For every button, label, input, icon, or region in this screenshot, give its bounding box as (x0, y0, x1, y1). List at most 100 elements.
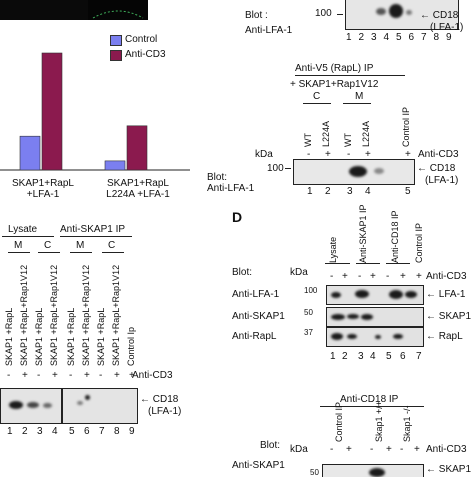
blot-label: Blot: (207, 172, 228, 183)
lane-number: 5 (396, 32, 402, 43)
column-underline (356, 263, 380, 264)
kda-label: kDa (290, 267, 308, 278)
blot-image-ip (62, 388, 138, 424)
group-underline (102, 252, 124, 253)
lane-number: 4 (52, 426, 58, 437)
ip-title: Anti-V5 (RapL) IP (295, 63, 374, 74)
ip-title: Anti-CD18 IP (340, 394, 399, 405)
bar-anti-cd3-1 (41, 52, 63, 171)
cd3-sign: + (365, 149, 371, 160)
column-underline (386, 263, 410, 264)
lane-number: 7 (99, 426, 105, 437)
cd3-sign: + (129, 370, 135, 381)
column-label: SKAP1 +RapL+Rap1V12 (19, 264, 29, 366)
blot-antibody: Anti-LFA-1 (207, 183, 255, 194)
arrow-label: ← LFA-1 (426, 289, 466, 300)
kda-label: kDa (255, 149, 273, 160)
column-label: SKAP1 +RapL+Rap1V12 (49, 264, 59, 366)
blot-image (326, 285, 424, 305)
panel-e: Anti-CD18 IP Blot: kDa Anti-CD3 Anti-SKA… (230, 392, 474, 477)
column-label: Anti-SKAP1 IP (358, 204, 368, 263)
column-label: SKAP1 +RapL (34, 307, 44, 366)
cd3-sign: - (400, 444, 404, 455)
lane-number: 9 (446, 32, 452, 43)
cd3-sign: + (114, 370, 120, 381)
panel-anti-v5-ip: Anti-V5 (RapL) IP + SKAP1+Rap1V12 C M kD… (207, 57, 474, 197)
column-label: Anti-CD18 IP (390, 210, 400, 263)
group-label: C (44, 240, 52, 251)
cd3-sign: + (84, 370, 90, 381)
blot-label: Blot : (245, 10, 268, 21)
band (43, 403, 52, 408)
cd3-sign: - (69, 370, 73, 381)
group-label: M (14, 240, 23, 251)
band (369, 468, 385, 477)
bar-group-label-1: SKAP1+RapL +LFA-1 (12, 178, 74, 200)
arrow-label: ← SKAP1 (426, 464, 472, 475)
arrow-label: ← CD18 (420, 10, 459, 21)
lane-number: 3 (347, 186, 353, 197)
lane-number: 6 (84, 426, 90, 437)
panel-letter: D (232, 209, 243, 225)
band (389, 290, 403, 299)
column-label: Control IP (401, 106, 411, 147)
micrograph-strip-2 (88, 0, 148, 20)
cd3-sign: + (400, 271, 406, 282)
lane-number: 1 (307, 186, 313, 197)
band (27, 402, 39, 408)
legend-swatch-anti-cd3 (110, 50, 122, 61)
arrow-label: ← RapL (426, 331, 463, 342)
bar-chart-svg (0, 52, 190, 171)
arrow-label-2: (LFA-1) (430, 22, 464, 33)
group-underline (8, 252, 30, 253)
lane-number: 5 (386, 351, 392, 362)
group-c: C (313, 91, 321, 102)
cell-outline-icon (92, 10, 144, 19)
group-underline (70, 252, 92, 253)
band (85, 395, 90, 400)
lane-number: 5 (69, 426, 75, 437)
cd3-sign: + (370, 271, 376, 282)
cd3-sign: + (22, 370, 28, 381)
arrow-label: ← CD18 (140, 394, 179, 405)
cd3-sign: - (307, 149, 311, 160)
band (331, 314, 345, 320)
arrow-label-2: (LFA-1) (148, 406, 182, 417)
arrow-label: ← SKAP1 (426, 311, 472, 322)
cd3-label: Anti-CD3 (426, 444, 467, 455)
blot-antibody: Anti-SKAP1 (232, 460, 285, 471)
cd3-sign: - (358, 271, 362, 282)
lane-number: 5 (405, 186, 411, 197)
column-label: SKAP1 +RapL (96, 307, 106, 366)
lane-number: 2 (358, 32, 365, 43)
column-label: Control IP (334, 401, 344, 442)
blot-antibody: Anti-LFA-1 (232, 289, 280, 300)
column-label: Control IP (414, 222, 424, 263)
panel-skap1-ip: Lysate Anti-SKAP1 IP Anti-CD3 ← CD18 (LF… (0, 218, 215, 443)
column-label: SKAP1 +RapL (66, 307, 76, 366)
lane-number: 3 (371, 32, 377, 43)
lane-number: 6 (400, 351, 406, 362)
group-m: M (355, 91, 364, 102)
cd3-sign: + (386, 444, 392, 455)
blot-image (322, 464, 424, 477)
lane-number: 8 (433, 32, 440, 43)
column-label: Control Ip (126, 326, 136, 366)
lane-number: 4 (370, 351, 376, 362)
band (349, 166, 367, 177)
blot-image-lysate (0, 388, 62, 424)
cd3-label: Anti-CD3 (426, 271, 467, 282)
band (393, 334, 403, 339)
lane-number: 8 (114, 426, 120, 437)
blot-image (293, 159, 415, 185)
cd3-sign: + (346, 444, 352, 455)
lysate-label: Lysate (8, 224, 38, 235)
column-label: SKAP1 +RapL+Rap1V12 (81, 264, 91, 366)
band (9, 401, 23, 409)
kda-label: kDa (290, 444, 308, 455)
band (405, 291, 417, 298)
bar-control-1 (19, 135, 41, 171)
band (355, 290, 369, 298)
blot-image (326, 327, 424, 347)
